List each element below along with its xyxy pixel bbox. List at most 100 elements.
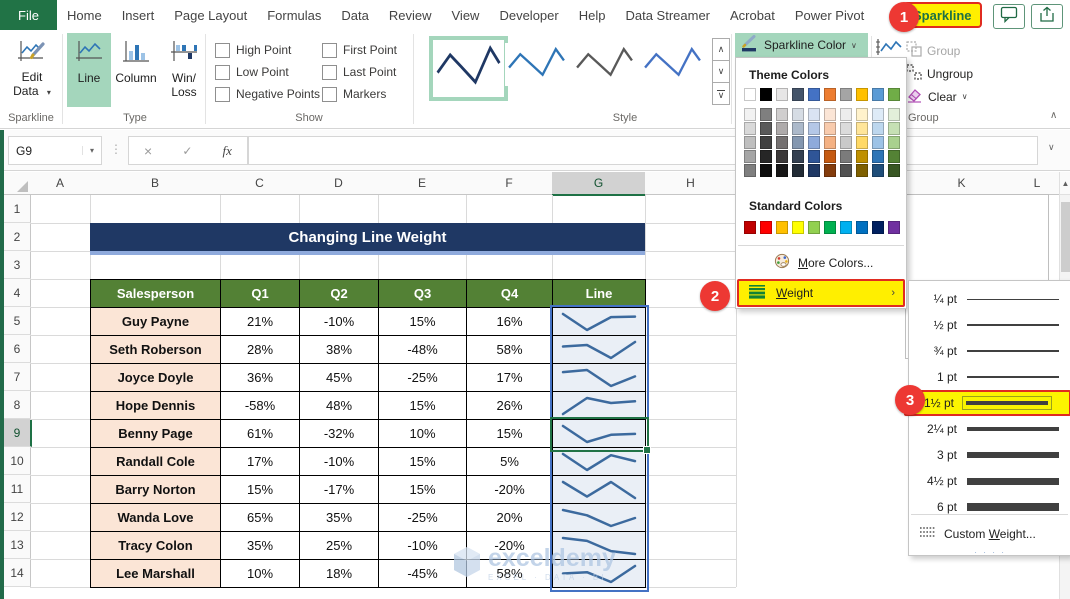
value-cell[interactable]: 15% <box>379 476 467 504</box>
value-cell[interactable]: -10% <box>300 308 379 336</box>
name-box[interactable]: G9 ▾ <box>8 136 102 165</box>
theme-variant-swatch[interactable] <box>792 108 804 121</box>
theme-variant-swatch[interactable] <box>792 164 804 177</box>
value-cell[interactable]: -45% <box>379 560 467 588</box>
sparkline-cell[interactable] <box>553 308 646 336</box>
value-cell[interactable]: 35% <box>221 532 300 560</box>
value-cell[interactable]: 26% <box>467 392 553 420</box>
ribbon-tab-page-layout[interactable]: Page Layout <box>174 7 248 23</box>
ribbon-tab-insert[interactable]: Insert <box>121 7 155 23</box>
theme-variant-swatch[interactable] <box>840 150 852 163</box>
comments-button[interactable] <box>993 4 1025 29</box>
standard-color-swatch[interactable] <box>856 221 868 234</box>
theme-variant-swatch[interactable] <box>856 108 868 121</box>
value-cell[interactable]: 17% <box>221 448 300 476</box>
theme-variant-swatch[interactable] <box>744 150 756 163</box>
theme-variant-swatch[interactable] <box>840 136 852 149</box>
value-cell[interactable]: 5% <box>467 448 553 476</box>
checkbox-low-point[interactable]: Low Point <box>215 61 322 83</box>
theme-variant-swatch[interactable] <box>888 108 900 121</box>
formula-bar-expand-icon[interactable]: ∨ <box>1048 142 1055 152</box>
checkbox-last-point[interactable]: Last Point <box>322 61 397 83</box>
value-cell[interactable]: -10% <box>300 448 379 476</box>
theme-variant-swatch[interactable] <box>808 122 820 135</box>
ribbon-tab-home[interactable]: Home <box>67 7 102 23</box>
theme-variant-swatch[interactable] <box>760 122 772 135</box>
value-cell[interactable]: 17% <box>467 364 553 392</box>
sparkline-cell[interactable] <box>553 420 646 448</box>
custom-weight-item[interactable]: Custom Weight... <box>909 521 1070 547</box>
sparkline-cell[interactable] <box>553 560 646 588</box>
value-cell[interactable]: 10% <box>379 420 467 448</box>
column-header-k[interactable]: K <box>908 172 1016 195</box>
theme-color-swatch[interactable] <box>792 88 804 101</box>
weight-menu-item[interactable]: Weight › <box>737 279 905 307</box>
ribbon-tab-developer[interactable]: Developer <box>499 7 559 23</box>
sparkline-cell[interactable] <box>553 364 646 392</box>
value-cell[interactable]: 48% <box>300 392 379 420</box>
theme-variant-swatch[interactable] <box>872 108 884 121</box>
column-header-a[interactable]: A <box>30 172 91 195</box>
checkbox-first-point[interactable]: First Point <box>322 39 397 61</box>
theme-variant-swatch[interactable] <box>856 150 868 163</box>
weight-option-1-pt[interactable]: 1½ pt <box>904 390 1070 416</box>
column-header-c[interactable]: C <box>220 172 300 195</box>
theme-color-swatch[interactable] <box>744 88 756 101</box>
value-cell[interactable]: 15% <box>379 308 467 336</box>
ribbon-tab-review[interactable]: Review <box>388 7 432 23</box>
column-header-l[interactable]: L <box>1015 172 1060 195</box>
gallery-up-button[interactable]: ∧ <box>712 38 730 61</box>
style-thumbnail-3[interactable] <box>573 43 636 86</box>
clear-button[interactable]: Clear ∨ <box>906 87 968 106</box>
value-cell[interactable]: 10% <box>221 560 300 588</box>
theme-variant-swatch[interactable] <box>888 122 900 135</box>
theme-variant-swatch[interactable] <box>856 164 868 177</box>
gallery-more-button[interactable]: ∨ <box>712 82 730 105</box>
ribbon-tab-acrobat[interactable]: Acrobat <box>730 7 775 23</box>
theme-variant-swatch[interactable] <box>792 122 804 135</box>
value-cell[interactable]: -10% <box>379 532 467 560</box>
theme-variant-swatch[interactable] <box>856 136 868 149</box>
style-thumbnail-4[interactable] <box>641 43 704 86</box>
theme-variant-swatch[interactable] <box>824 108 836 121</box>
row-header-4[interactable]: 4 <box>4 279 31 307</box>
column-header-h[interactable]: H <box>645 172 737 195</box>
edit-data-button[interactable]: Edit Data ▾ <box>6 36 58 106</box>
theme-variant-swatch[interactable] <box>824 164 836 177</box>
sparkline-cell[interactable] <box>553 336 646 364</box>
theme-variant-swatch[interactable] <box>872 150 884 163</box>
ribbon-tab-data-streamer[interactable]: Data Streamer <box>625 7 711 23</box>
value-cell[interactable]: -20% <box>467 532 553 560</box>
ribbon-tab-help[interactable]: Help <box>578 7 606 23</box>
theme-variant-swatch[interactable] <box>824 136 836 149</box>
weight-option-pt[interactable]: ¾ pt <box>909 338 1070 364</box>
type-button-win-loss[interactable]: Win/Loss <box>161 33 207 107</box>
chevron-down-icon[interactable]: ▾ <box>82 146 101 155</box>
value-cell[interactable]: 15% <box>379 392 467 420</box>
theme-variant-swatch[interactable] <box>856 122 868 135</box>
row-header-3[interactable]: 3 <box>4 251 31 279</box>
style-thumbnail-1[interactable] <box>429 36 508 101</box>
value-cell[interactable]: 15% <box>467 420 553 448</box>
column-header-b[interactable]: B <box>90 172 221 195</box>
select-all-corner[interactable] <box>4 172 31 195</box>
value-cell[interactable]: -25% <box>379 364 467 392</box>
checkbox-markers[interactable]: Markers <box>322 83 397 105</box>
weight-option-2-pt[interactable]: 2¼ pt <box>909 416 1070 442</box>
axis-icon[interactable] <box>875 38 903 61</box>
row-header-8[interactable]: 8 <box>4 391 31 419</box>
salesperson-cell[interactable]: Randall Cole <box>91 448 221 476</box>
theme-color-swatch[interactable] <box>872 88 884 101</box>
standard-color-swatch[interactable] <box>840 221 852 234</box>
column-header-f[interactable]: F <box>466 172 553 195</box>
theme-variant-swatch[interactable] <box>776 150 788 163</box>
weight-option-1-pt[interactable]: 1 pt <box>909 364 1070 390</box>
theme-variant-swatch[interactable] <box>808 164 820 177</box>
scroll-up-icon[interactable]: ▲ <box>1060 172 1070 195</box>
salesperson-cell[interactable]: Guy Payne <box>91 308 221 336</box>
value-cell[interactable]: -20% <box>467 476 553 504</box>
standard-color-swatch[interactable] <box>824 221 836 234</box>
salesperson-cell[interactable]: Joyce Doyle <box>91 364 221 392</box>
sparkline-color-button[interactable]: Sparkline Color ∨ <box>735 33 868 57</box>
sparkline-cell[interactable] <box>553 448 646 476</box>
